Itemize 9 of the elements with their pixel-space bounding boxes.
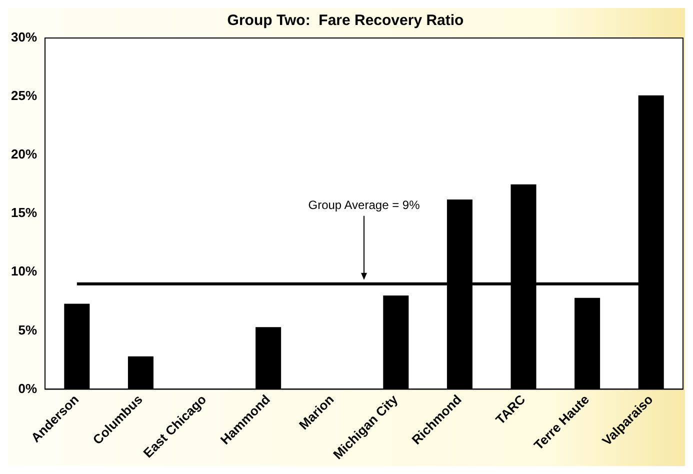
y-tick-label: 10%	[10, 264, 38, 279]
y-tick-label: 0%	[18, 380, 38, 396]
y-tick-label: 20%	[10, 146, 38, 162]
chart-title: Group Two: Fare Recovery Ratio	[227, 12, 464, 30]
y-tick-label: 30%	[10, 30, 38, 45]
y-tick-label: 15%	[10, 205, 38, 220]
y-tick-label: 5%	[18, 322, 38, 338]
ref-line-label: Group Average = 9%	[308, 198, 420, 212]
y-tick-label: 25%	[10, 88, 38, 104]
